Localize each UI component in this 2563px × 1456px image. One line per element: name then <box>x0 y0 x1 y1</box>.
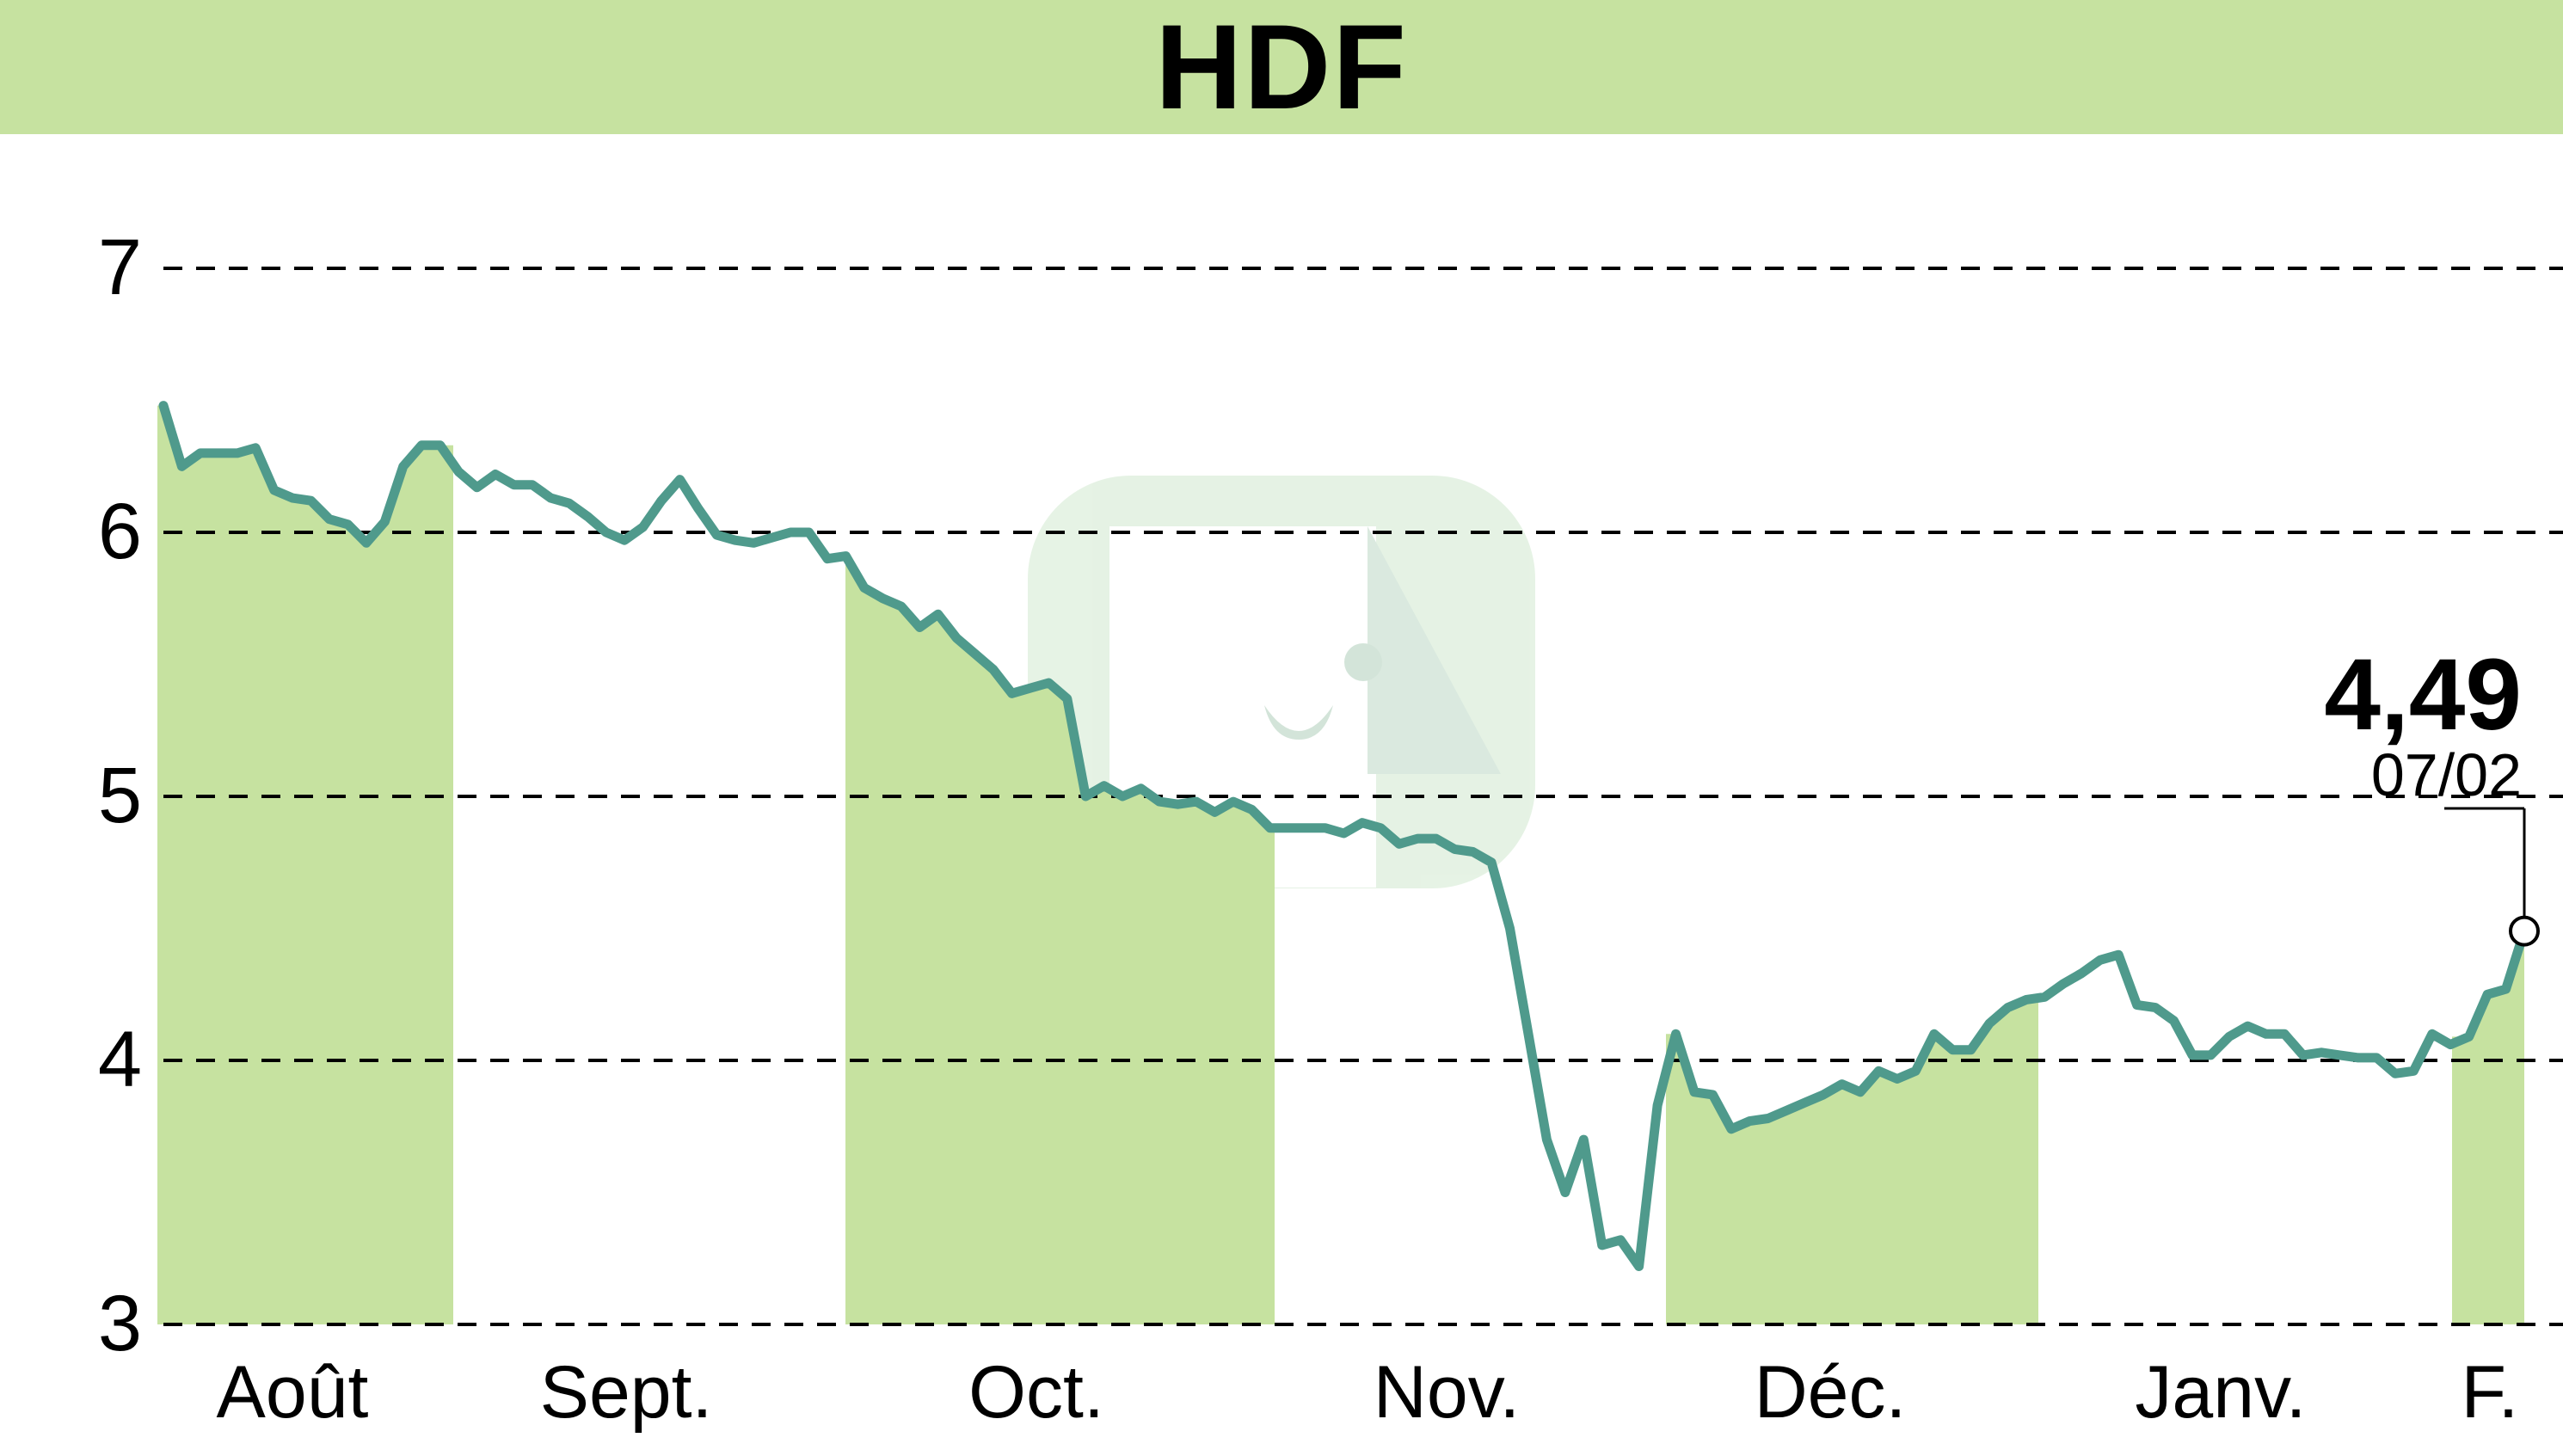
grid-lines <box>163 267 2563 1326</box>
x-tick-label: Nov. <box>1374 1351 1520 1434</box>
last-value-label: 4,49 <box>2324 638 2522 752</box>
y-tick-label: 3 <box>98 1280 142 1367</box>
y-axis-ticks: 3 4 5 6 7 <box>98 224 142 1367</box>
price-line <box>158 401 2529 1271</box>
x-tick-label: Déc. <box>1755 1351 1907 1434</box>
x-tick-label: Sept. <box>540 1351 713 1434</box>
y-tick-label: 7 <box>98 224 142 311</box>
x-tick-label: Oct. <box>968 1351 1104 1434</box>
month-shade-0 <box>157 405 453 1324</box>
x-tick-label: Août <box>217 1351 369 1434</box>
title-band <box>0 0 2563 134</box>
month-shade-2 <box>845 556 1275 1324</box>
last-value-marker <box>2509 915 2540 947</box>
month-shade-4 <box>1666 999 2038 1324</box>
last-date-label: 07/02 <box>2371 741 2522 808</box>
x-axis-ticks: Août Sept. Oct. Nov. Déc. Janv. F. <box>217 1351 2519 1434</box>
x-tick-label: F. <box>2462 1351 2519 1434</box>
month-shade-6 <box>2452 931 2524 1324</box>
x-tick-label: Janv. <box>2135 1351 2306 1434</box>
y-tick-label: 5 <box>98 752 142 839</box>
chart-title: HDF <box>1155 0 1408 134</box>
month-shading <box>157 405 2524 1324</box>
y-tick-label: 4 <box>98 1016 142 1103</box>
y-tick-label: 6 <box>98 488 142 575</box>
